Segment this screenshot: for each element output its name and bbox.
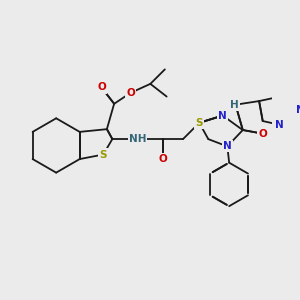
Text: H: H [230,100,239,110]
Text: S: S [100,149,107,160]
Text: NH: NH [129,134,146,144]
Text: N: N [223,141,232,152]
Text: N: N [274,120,284,130]
Text: N: N [296,105,300,115]
Text: O: O [159,154,167,164]
Text: N: N [218,111,227,121]
Text: O: O [97,82,106,92]
Text: O: O [126,88,135,98]
Text: S: S [196,118,203,128]
Text: O: O [258,129,267,139]
